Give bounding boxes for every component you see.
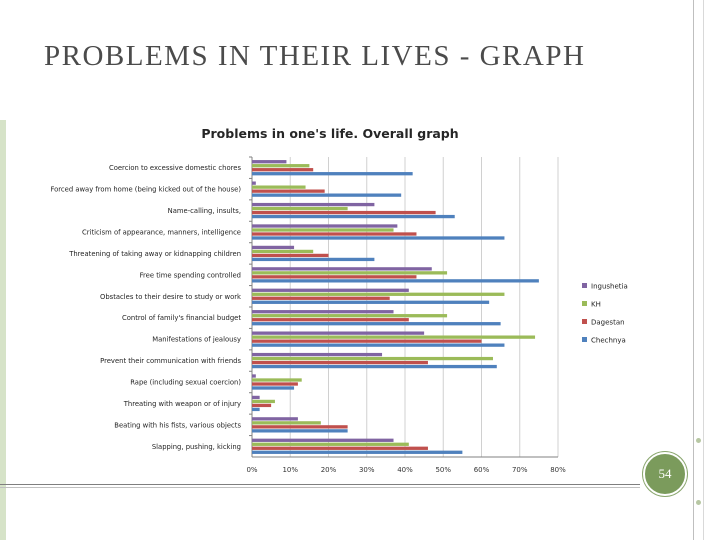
category-label: Rape (including sexual coercion) <box>130 379 241 387</box>
bar <box>252 335 536 339</box>
bar <box>252 181 256 185</box>
bar <box>252 210 436 215</box>
legend-swatch <box>582 337 587 342</box>
bar <box>252 356 493 361</box>
bar <box>252 360 428 365</box>
legend-entry: KH <box>591 301 601 309</box>
bar <box>252 429 348 433</box>
x-tick-label: 30% <box>359 466 375 474</box>
bar <box>252 300 490 304</box>
bar <box>252 279 539 283</box>
bar <box>252 189 325 193</box>
bar <box>252 253 329 258</box>
bar <box>252 403 272 408</box>
decorative-dot <box>696 438 701 443</box>
x-tick-label: 10% <box>282 466 298 474</box>
slide-title: PROBLEMS IN THEIR LIVES - GRAPH <box>44 40 586 72</box>
x-tick-label: 40% <box>397 466 413 474</box>
bar <box>252 160 287 164</box>
bar <box>252 438 394 442</box>
page-number-badge: 54 <box>643 452 687 496</box>
bar <box>252 214 455 219</box>
bar <box>252 168 314 172</box>
category-label: Manifestations of jealousy <box>152 336 241 344</box>
category-label: Threating with weapon or of injury <box>123 400 241 408</box>
bar <box>252 296 390 300</box>
bar <box>252 425 348 429</box>
bar <box>252 331 425 335</box>
x-tick-label: 80% <box>550 466 566 474</box>
bar <box>252 374 256 378</box>
bar <box>252 245 295 250</box>
bar <box>252 193 402 197</box>
category-label: Slapping, pushing, kicking <box>152 443 241 451</box>
bar <box>252 172 413 176</box>
category-label: Prevent their communication with friends <box>100 357 241 365</box>
bar <box>252 339 482 343</box>
legend-entry: Chechnya <box>591 337 626 345</box>
category-label: Criticism of appearance, manners, intell… <box>82 229 241 237</box>
category-label: Beating with his fists, various objects <box>114 421 241 429</box>
bar <box>252 271 448 275</box>
legend-swatch <box>582 283 587 288</box>
bar <box>252 318 409 322</box>
legend-swatch <box>582 301 587 306</box>
bar <box>252 232 417 236</box>
bar <box>252 202 375 207</box>
decorative-dot <box>696 500 701 505</box>
bar <box>252 395 260 400</box>
bar <box>252 164 310 168</box>
bar <box>252 310 394 314</box>
category-label: Control of family's financial budget <box>122 314 241 322</box>
bar <box>252 228 394 232</box>
x-tick-label: 0% <box>246 466 257 474</box>
bar <box>252 382 298 386</box>
bar <box>252 224 398 228</box>
frame-line-vertical-outer <box>703 0 704 540</box>
bar <box>252 386 295 390</box>
bar <box>252 292 505 296</box>
bar <box>252 399 275 404</box>
bar <box>252 421 321 425</box>
bar <box>252 257 375 262</box>
bar <box>252 206 348 211</box>
frame-line-horizontal <box>0 484 640 485</box>
bar <box>252 185 306 189</box>
bar <box>252 343 505 347</box>
bar <box>252 446 428 450</box>
bar <box>252 378 302 382</box>
bar <box>252 275 417 279</box>
legend-entry: Ingushetia <box>591 283 628 291</box>
bar <box>252 417 298 421</box>
x-tick-label: 50% <box>435 466 451 474</box>
bar <box>252 288 409 292</box>
bar <box>252 442 409 446</box>
bar <box>252 314 448 318</box>
frame-line-vertical <box>693 0 694 540</box>
bar <box>252 407 260 412</box>
bar <box>252 322 501 326</box>
bar <box>252 267 432 271</box>
category-label: Forced away from home (being kicked out … <box>50 186 241 194</box>
category-label: Threatening of taking away or kidnapping… <box>68 250 241 258</box>
bar <box>252 236 505 240</box>
x-tick-label: 60% <box>474 466 490 474</box>
category-label: Free time spending controlled <box>140 271 241 279</box>
x-tick-label: 20% <box>321 466 337 474</box>
bar <box>252 364 497 369</box>
category-label: Name-calling, insults, <box>168 207 241 215</box>
bar <box>252 249 314 254</box>
legend-swatch <box>582 319 587 324</box>
frame-line-horizontal-lower <box>0 487 640 488</box>
bar <box>252 450 463 454</box>
x-tick-label: 70% <box>512 466 528 474</box>
legend-entry: Dagestan <box>591 319 625 327</box>
category-label: Coercion to excessive domestic chores <box>109 164 241 172</box>
bar <box>252 352 383 357</box>
left-accent-rail <box>0 120 6 540</box>
category-label: Obstacles to their desire to study or wo… <box>100 293 241 301</box>
chart-title: Problems in one's life. Overall graph <box>201 126 458 141</box>
